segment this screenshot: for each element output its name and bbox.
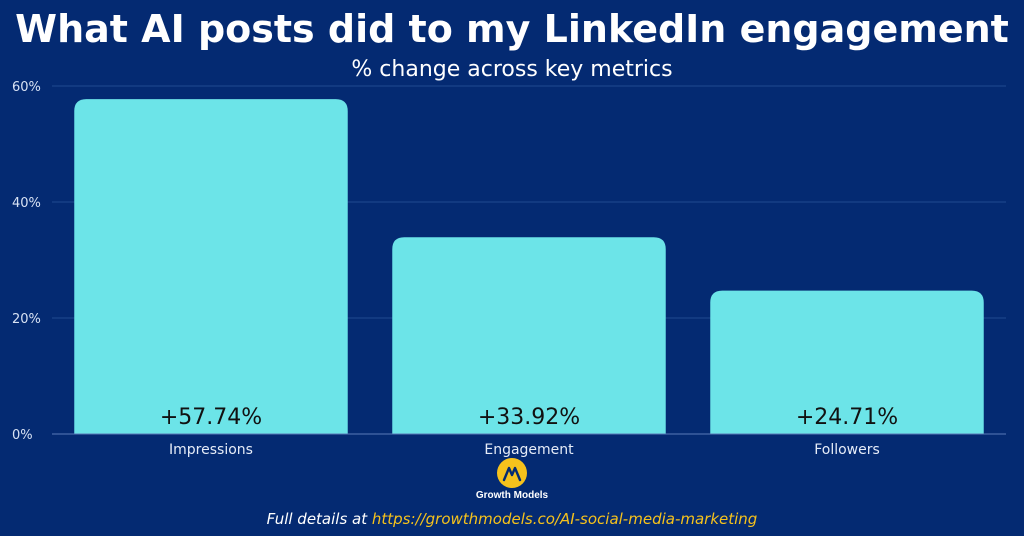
y-tick-label: 40% [12, 196, 41, 211]
bar [74, 99, 348, 434]
footer: Full details at https://growthmodels.co/… [0, 510, 1024, 528]
x-tick-label: Engagement [484, 442, 574, 458]
chart-subtitle: % change across key metrics [351, 57, 673, 82]
data-label: +33.92% [478, 405, 580, 430]
x-tick-label: Followers [814, 442, 880, 458]
growth-models-logo: Growth Models [474, 458, 550, 502]
footer-prefix: Full details at [266, 510, 372, 528]
chart-title: What AI posts did to my LinkedIn engagem… [15, 7, 1009, 51]
bar [392, 237, 666, 434]
footer-link[interactable]: https://growthmodels.co/AI-social-media-… [371, 510, 758, 528]
bar [710, 290, 984, 434]
x-tick-label: Impressions [169, 442, 253, 458]
logo-text: Growth Models [475, 490, 549, 501]
y-tick-label: 20% [12, 312, 41, 327]
y-tick-label: 60% [12, 80, 41, 95]
y-tick-label: 0% [12, 428, 33, 443]
data-label: +57.74% [160, 405, 262, 430]
growth-models-logo-icon [497, 458, 527, 488]
data-label: +24.71% [796, 405, 898, 430]
